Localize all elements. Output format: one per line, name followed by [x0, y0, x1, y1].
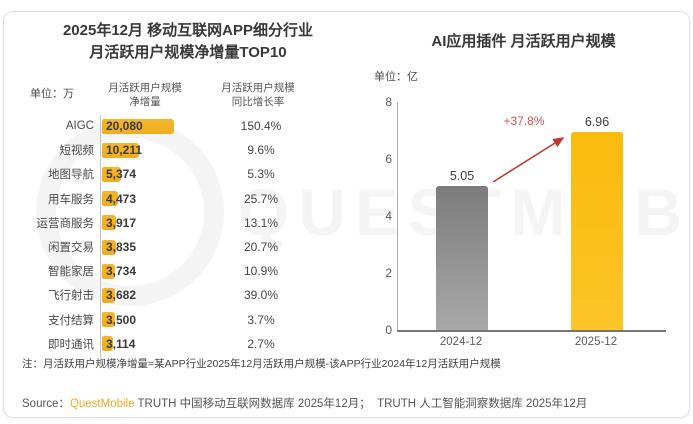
col1-line1: 月活跃用户规模: [108, 82, 182, 94]
left-axis-line: [100, 116, 101, 358]
bar-value: 5,374: [106, 167, 137, 182]
column-header-growth-rate: 月活跃用户规模 同比增长率: [198, 81, 318, 109]
table-row: 智能家居 3,734 10.9%: [18, 259, 358, 283]
category-label: AIGC: [65, 120, 94, 133]
y-axis-tick: 8: [385, 95, 392, 109]
x-axis-label: 2025-12: [574, 336, 618, 348]
bar-value: 20,080: [106, 119, 143, 134]
bar-value: 3,682: [106, 288, 137, 303]
bar: [102, 336, 113, 352]
growth-rate: 10.9%: [243, 264, 279, 279]
bar: [102, 118, 174, 134]
col2-line1: 月活跃用户规模: [221, 82, 295, 94]
bar-track: 3,917: [102, 215, 202, 231]
bar-track: 3,835: [102, 239, 202, 255]
growth-rate: 13.1%: [243, 215, 279, 230]
left-chart-title: 2025年12月 移动互联网APP细分行业 月活跃用户规模净增量TOP10: [18, 20, 358, 64]
col1-line2: 净增量: [129, 96, 161, 109]
category-label: 运营商服务: [36, 217, 95, 230]
growth-rate: 3.7%: [247, 312, 275, 327]
table-row: 即时通讯 3,114 2.7%: [18, 332, 358, 356]
x-axis-label: 2024-12: [439, 336, 483, 348]
growth-rate: 20.7%: [243, 240, 279, 255]
category-label: 短视频: [59, 145, 95, 158]
y-axis-tick: 2: [385, 266, 392, 280]
category-label: 支付结算: [48, 314, 94, 327]
table-row: 用车服务 4,473 25.7%: [18, 187, 358, 211]
bar-track: 10,211: [102, 142, 202, 158]
table-row: 飞行射击 3,682 39.0%: [18, 283, 358, 307]
growth-rate: 150.4%: [240, 119, 282, 134]
category-label: 地图导航: [48, 169, 94, 182]
plot-area: +37.8% 5.05 6.96: [397, 102, 666, 332]
bar-track: 3,734: [102, 263, 202, 279]
bar-rows: AIGC 20,080 150.4% 短视频 10,211 9.6% 地图导航: [18, 114, 358, 356]
left-chart-panel: 2025年12月 移动互联网APP细分行业 月活跃用户规模净增量TOP10 单位…: [18, 20, 358, 360]
growth-rate: 5.3%: [247, 167, 275, 182]
bar: [571, 132, 623, 330]
table-row: 支付结算 3,500 3.7%: [18, 308, 358, 332]
bar: [102, 287, 115, 303]
bar: [102, 215, 116, 231]
bar-group-2025: 6.96: [571, 115, 623, 330]
bar-track: 3,114: [102, 336, 202, 352]
growth-rate: 25.7%: [243, 191, 279, 206]
bar-value: 3,835: [106, 240, 137, 255]
y-axis-tick: 4: [385, 209, 392, 223]
bar: [102, 166, 121, 182]
bar-track: 5,374: [102, 166, 202, 182]
bar-track: 3,682: [102, 287, 202, 303]
bar-value: 3,917: [106, 215, 137, 230]
bar: [102, 239, 116, 255]
right-chart-panel: AI应用插件 月活跃用户规模 单位：亿 8 6 4 2 0 +37.8% 5.0…: [372, 20, 675, 350]
right-unit-label: 单位：亿: [374, 71, 418, 83]
bar: [102, 263, 115, 279]
growth-rate: 9.6%: [247, 143, 275, 158]
bar: [436, 186, 488, 330]
category-label: 闲置交易: [48, 242, 94, 255]
table-row: 地图导航 5,374 5.3%: [18, 162, 358, 186]
left-title-line2: 月活跃用户规模净增量TOP10: [89, 43, 287, 61]
growth-rate: 2.7%: [247, 336, 275, 351]
left-unit-label: 单位：万: [30, 88, 74, 100]
bar-value: 3,734: [106, 264, 137, 279]
growth-arrow-icon: [492, 137, 565, 183]
bar-value: 10,211: [106, 143, 143, 158]
table-row: 短视频 10,211 9.6%: [18, 138, 358, 162]
category-label: 即时通讯: [48, 338, 94, 351]
table-row: AIGC 20,080 150.4%: [18, 114, 358, 138]
table-row: 运营商服务 3,917 13.1%: [18, 211, 358, 235]
y-axis-tick: 6: [385, 152, 392, 166]
category-label: 用车服务: [48, 193, 94, 206]
bar-value: 4,473: [106, 191, 137, 206]
bar-value: 6.96: [584, 115, 610, 129]
bar-track: 20,080: [102, 118, 202, 134]
bar-value: 3,500: [106, 312, 137, 327]
bar-track: 3,500: [102, 312, 202, 328]
bar: [102, 142, 139, 158]
questmobile-brand: QuestMobile: [69, 398, 135, 410]
source-text: TRUTH 中国移动互联网数据库 2025年12月； TRUTH 人工智能洞察数…: [134, 398, 588, 410]
category-label: 智能家居: [48, 266, 94, 279]
left-title-line1: 2025年12月 移动互联网APP细分行业: [62, 22, 314, 39]
bar-group-2024: 5.05: [436, 169, 488, 330]
bar-value: 3,114: [106, 336, 136, 351]
bar-value: 5.05: [449, 169, 475, 183]
source-prefix: Source：: [22, 398, 70, 410]
source-line: Source：QuestMobile TRUTH 中国移动互联网数据库 2025…: [22, 395, 587, 411]
table-row: 闲置交易 3,835 20.7%: [18, 235, 358, 259]
y-axis-tick: 0: [385, 323, 392, 337]
bar: [102, 191, 118, 207]
footnote: 注：月活跃用户规模净增量=某APP行业2025年12月活跃用户规模-该APP行业…: [22, 358, 501, 370]
bar: [102, 312, 115, 328]
growth-rate: 39.0%: [243, 288, 279, 303]
bar-track: 4,473: [102, 191, 202, 207]
right-chart-title: AI应用插件 月活跃用户规模: [431, 33, 616, 50]
column-header-net-increase: 月活跃用户规模 净增量: [85, 81, 205, 109]
category-label: 飞行射击: [48, 290, 94, 303]
growth-rate-annotation: +37.8%: [503, 114, 545, 128]
col2-line2: 同比增长率: [231, 96, 285, 109]
